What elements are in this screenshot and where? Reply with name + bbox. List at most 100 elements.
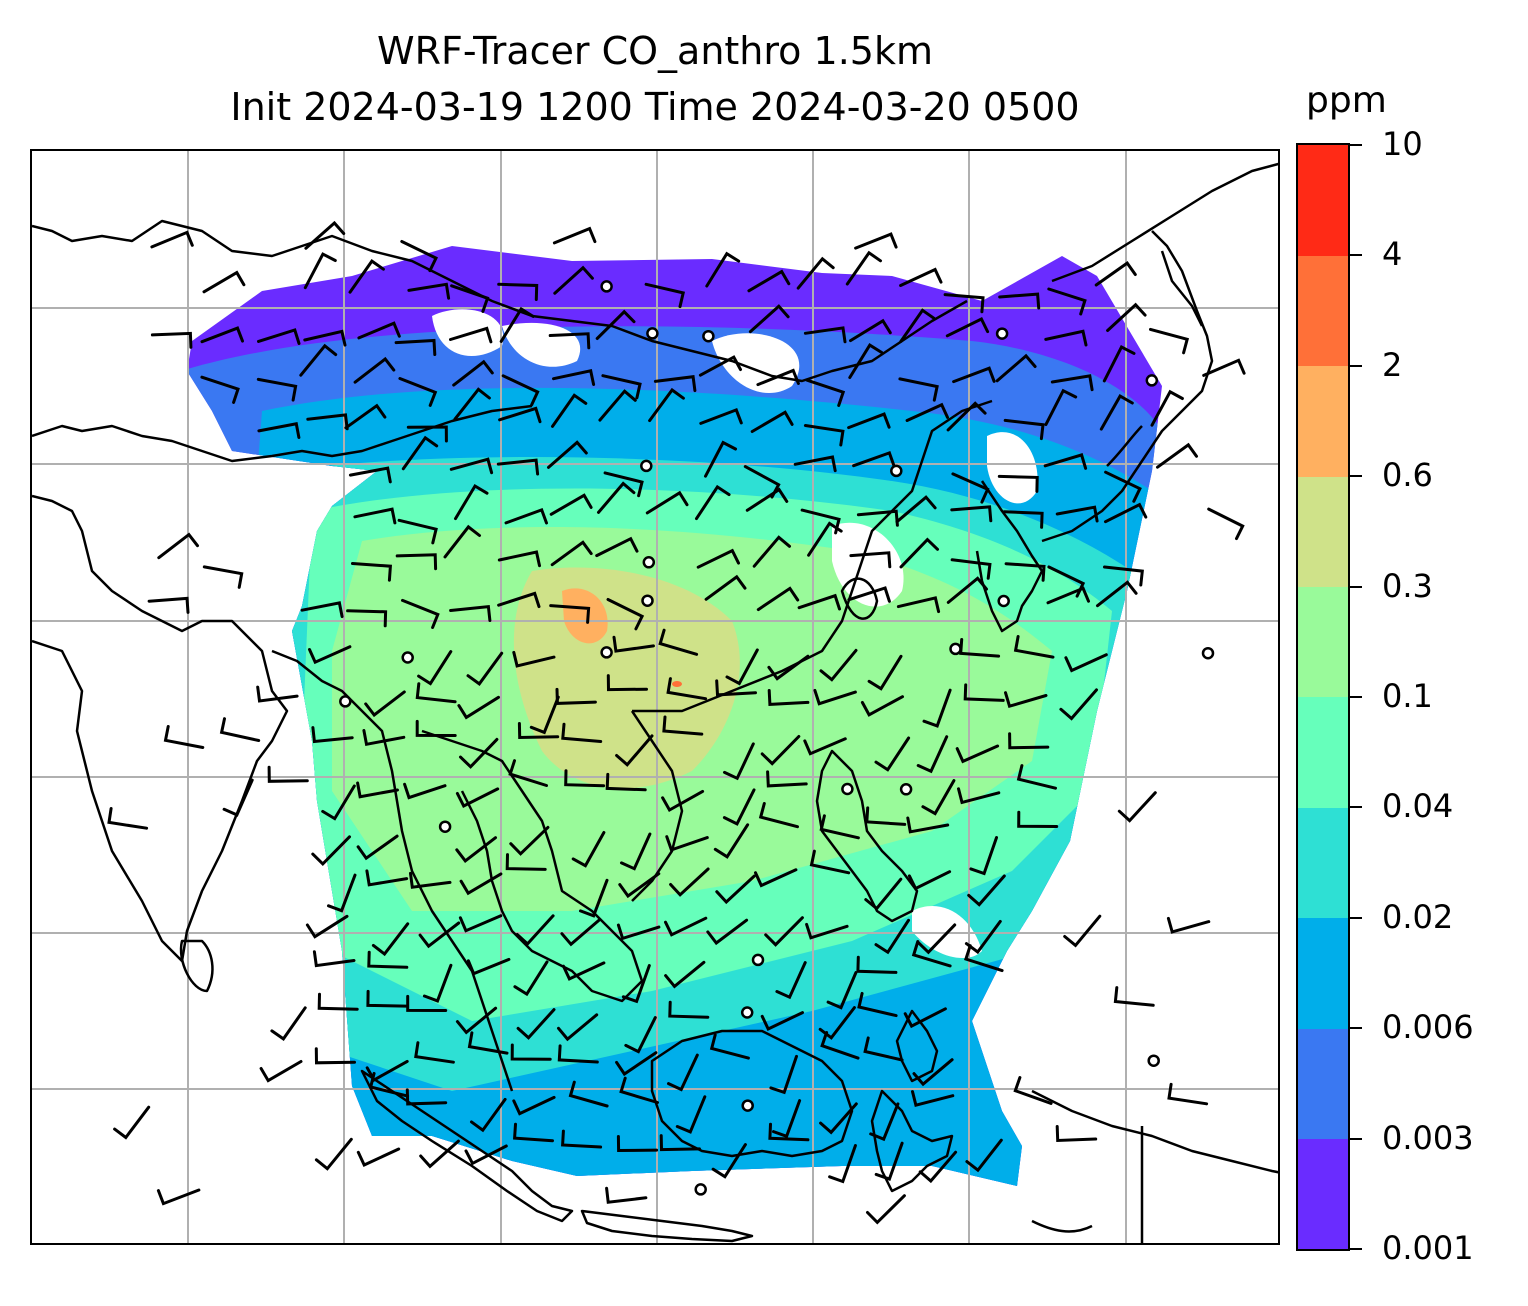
wind-barb	[664, 960, 706, 989]
wind-barb	[256, 377, 298, 402]
wind-barb	[605, 1186, 648, 1204]
wind-barb	[612, 635, 655, 653]
wind-barb	[820, 1031, 860, 1060]
wind-barb	[504, 507, 548, 525]
calm-marker	[1145, 374, 1159, 387]
colorbar-tick-label: 0.001	[1382, 1229, 1474, 1267]
wind-barb	[453, 387, 491, 421]
wind-barb	[497, 550, 541, 568]
wind-barb	[946, 576, 988, 604]
wind-barb	[645, 490, 689, 515]
colorbar-tick-label: 0.3	[1382, 566, 1433, 605]
wind-barb	[760, 1011, 804, 1032]
wind-barb	[257, 422, 301, 439]
wind-barb	[450, 284, 490, 313]
wind-barb	[950, 558, 992, 580]
wind-barb	[997, 474, 1039, 493]
wind-barb	[852, 450, 896, 468]
map-panel[interactable]	[30, 149, 1280, 1245]
wind-barb	[256, 685, 299, 703]
wind-barb	[819, 648, 858, 682]
colorbar-segment	[1298, 145, 1348, 256]
wind-barb	[766, 770, 808, 788]
wind-barb	[748, 304, 790, 334]
wind-barb	[202, 565, 244, 589]
wind-barb	[516, 1008, 556, 1040]
wind-barb	[459, 737, 499, 769]
wind-barb	[452, 359, 494, 387]
wind-barb	[896, 596, 941, 614]
wind-barb	[621, 964, 651, 1004]
wind-barb	[603, 471, 644, 498]
co-concentration-field	[187, 246, 1162, 1186]
wind-barb	[1099, 394, 1134, 431]
wind-barb	[547, 440, 588, 469]
wind-barb	[398, 377, 438, 407]
wind-barb	[401, 598, 440, 629]
wind-barb	[458, 914, 503, 933]
wind-barb	[368, 1071, 410, 1098]
colorbar-tick	[1350, 696, 1362, 698]
wind-barb	[943, 293, 985, 314]
wind-barb	[449, 604, 492, 622]
wind-barb	[905, 402, 949, 422]
wind-barb	[157, 532, 199, 560]
wind-barb	[756, 368, 800, 387]
wind-barb	[807, 521, 843, 557]
wind-barb	[653, 375, 697, 393]
wind-barb	[457, 695, 500, 720]
wind-barb	[921, 779, 956, 816]
wind-barb	[848, 343, 884, 379]
wind-barb	[595, 536, 639, 558]
wind-barb	[568, 1080, 609, 1108]
calm-marker	[641, 594, 654, 607]
colorbar-tick-label: 0.6	[1382, 456, 1433, 495]
wind-barb	[758, 802, 799, 829]
wind-barb	[1050, 374, 1094, 392]
wind-barb	[1013, 635, 1055, 659]
wind-barb	[1156, 442, 1198, 469]
wind-barb	[722, 788, 756, 826]
wind-barb	[147, 596, 190, 614]
wind-barb	[509, 825, 550, 856]
wind-barb	[1055, 1125, 1098, 1143]
wind-barb	[793, 455, 837, 473]
wind-barb	[401, 435, 439, 471]
wind-barb	[865, 806, 907, 826]
wind-barb	[752, 535, 791, 568]
wind-barb	[357, 321, 401, 340]
wind-barb	[356, 781, 399, 799]
colorbar-segment	[1298, 476, 1348, 588]
colorbar-tick-label: 10	[1382, 125, 1423, 163]
wind-barb	[1008, 732, 1050, 750]
wind-barb	[1003, 418, 1045, 441]
colorbar-segment	[1298, 1138, 1348, 1250]
wind-barb	[1044, 329, 1088, 347]
wind-barb	[549, 493, 593, 516]
wind-barb	[1207, 507, 1245, 541]
wind-barb	[965, 1138, 1003, 1173]
wind-barb	[305, 914, 349, 939]
wind-barb	[760, 735, 801, 766]
colorbar-tick-label: 0.1	[1382, 677, 1433, 715]
colorbar-tick	[1350, 144, 1362, 146]
wind-barb	[449, 326, 493, 344]
wind-barb	[344, 403, 387, 430]
wind-barb	[510, 1043, 552, 1061]
wind-barb	[1016, 764, 1057, 790]
wind-barb	[899, 308, 936, 343]
wind-barb	[1167, 1082, 1209, 1106]
wind-barb	[1064, 653, 1108, 673]
wind-barb	[314, 1137, 353, 1171]
wind-barb	[163, 725, 205, 749]
wind-barb	[549, 604, 591, 624]
wind-barb	[916, 735, 949, 774]
calm-marker	[646, 327, 659, 340]
wind-barb	[819, 1102, 858, 1135]
wind-barb	[698, 355, 742, 377]
wind-barb	[150, 230, 194, 249]
wind-barb	[772, 1099, 802, 1139]
wind-barb	[916, 923, 957, 955]
wind-barb	[1047, 287, 1087, 316]
wind-barb	[696, 548, 740, 569]
